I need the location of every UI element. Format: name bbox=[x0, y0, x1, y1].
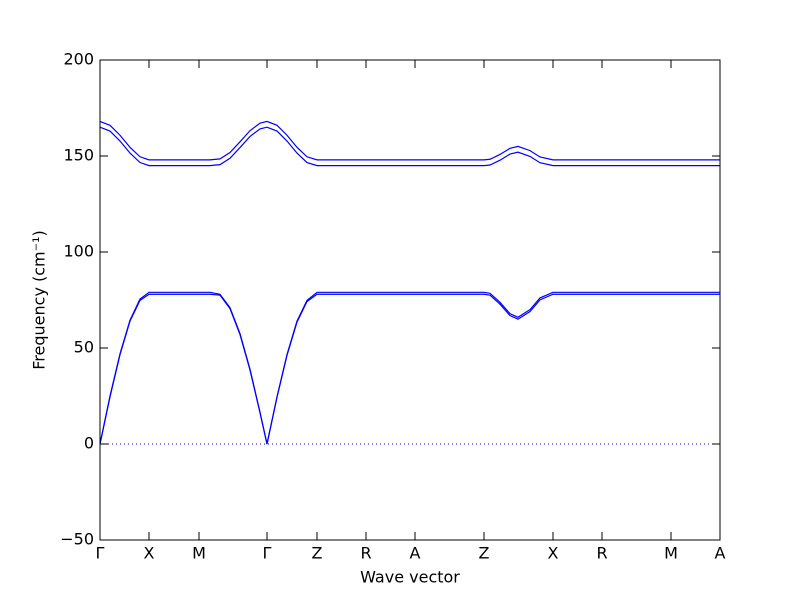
x-tick-label: A bbox=[410, 544, 421, 563]
x-tick-label: R bbox=[596, 544, 607, 563]
band-line bbox=[99, 120, 720, 161]
x-tick-label: Z bbox=[479, 544, 490, 563]
y-tick-label: 0 bbox=[84, 434, 94, 453]
x-tick-label: Γ bbox=[263, 544, 272, 563]
y-tick-label: 150 bbox=[63, 146, 94, 165]
band-line bbox=[99, 291, 720, 445]
y-tick-label: −50 bbox=[60, 530, 94, 549]
y-tick-label: 100 bbox=[63, 242, 94, 261]
plot-frame bbox=[99, 59, 721, 541]
x-tick-label: M bbox=[664, 544, 678, 563]
x-tick-label: X bbox=[144, 544, 155, 563]
y-axis-label: Frequency (cm⁻¹) bbox=[30, 230, 49, 369]
x-tick-label: A bbox=[715, 544, 726, 563]
band-line bbox=[99, 293, 720, 445]
x-tick-label: X bbox=[548, 544, 559, 563]
band-line bbox=[99, 126, 720, 167]
x-tick-label: Z bbox=[312, 544, 323, 563]
x-axis-label: Wave vector bbox=[360, 568, 460, 587]
y-tick-label: 50 bbox=[74, 338, 94, 357]
x-tick-label: Γ bbox=[96, 544, 105, 563]
y-tick-label: 200 bbox=[63, 50, 94, 69]
x-tick-label: R bbox=[360, 544, 371, 563]
x-tick-label: M bbox=[192, 544, 206, 563]
